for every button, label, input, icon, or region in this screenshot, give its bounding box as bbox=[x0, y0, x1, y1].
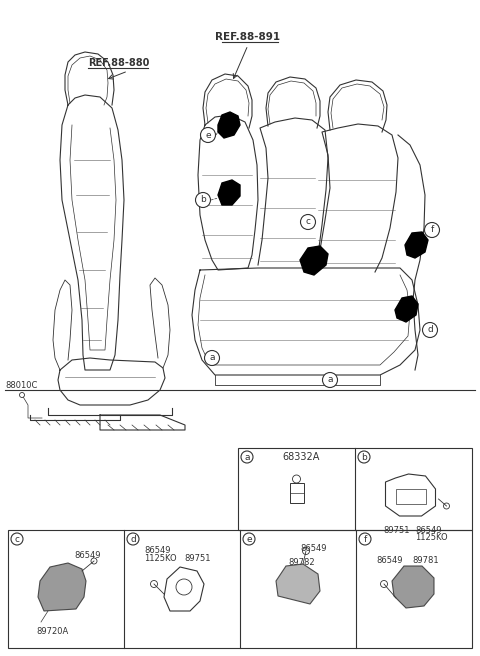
Circle shape bbox=[127, 533, 139, 545]
Circle shape bbox=[302, 548, 310, 554]
Polygon shape bbox=[218, 112, 240, 138]
Text: REF.88-880: REF.88-880 bbox=[88, 58, 149, 68]
Text: 89782: 89782 bbox=[288, 558, 314, 567]
Text: b: b bbox=[361, 453, 367, 462]
Circle shape bbox=[444, 503, 449, 509]
Circle shape bbox=[241, 451, 253, 463]
Circle shape bbox=[20, 392, 24, 398]
Text: 89751: 89751 bbox=[184, 554, 211, 563]
Text: 68332A: 68332A bbox=[283, 452, 320, 462]
Circle shape bbox=[151, 581, 157, 588]
Circle shape bbox=[204, 350, 219, 365]
Text: 86549: 86549 bbox=[300, 544, 326, 553]
Circle shape bbox=[11, 533, 23, 545]
Bar bbox=[238, 448, 472, 530]
Text: 86549: 86549 bbox=[376, 556, 403, 565]
Circle shape bbox=[381, 581, 387, 588]
Text: a: a bbox=[327, 375, 333, 384]
Polygon shape bbox=[392, 566, 434, 608]
Circle shape bbox=[201, 127, 216, 142]
Text: REF.88-891: REF.88-891 bbox=[216, 32, 281, 42]
Text: 86549: 86549 bbox=[74, 551, 100, 560]
Polygon shape bbox=[38, 563, 86, 611]
Text: e: e bbox=[205, 131, 211, 140]
Polygon shape bbox=[395, 296, 418, 322]
Polygon shape bbox=[276, 564, 320, 604]
Text: 86549: 86549 bbox=[416, 526, 442, 535]
Text: 88010C: 88010C bbox=[6, 380, 38, 390]
Bar bbox=[289, 483, 303, 503]
Circle shape bbox=[358, 451, 370, 463]
Text: 89720A: 89720A bbox=[36, 627, 68, 636]
Circle shape bbox=[424, 222, 440, 237]
Circle shape bbox=[243, 533, 255, 545]
Text: 89751: 89751 bbox=[384, 526, 410, 535]
Text: c: c bbox=[14, 535, 20, 544]
Text: e: e bbox=[246, 535, 252, 544]
Polygon shape bbox=[218, 180, 240, 205]
Circle shape bbox=[300, 215, 315, 230]
Text: f: f bbox=[363, 535, 367, 544]
Text: 89781: 89781 bbox=[412, 556, 439, 565]
Text: f: f bbox=[431, 226, 433, 234]
Circle shape bbox=[195, 192, 211, 207]
Text: a: a bbox=[244, 453, 250, 462]
Text: d: d bbox=[130, 535, 136, 544]
Polygon shape bbox=[300, 246, 328, 275]
Circle shape bbox=[323, 373, 337, 388]
Bar bbox=[8, 530, 472, 648]
Circle shape bbox=[359, 533, 371, 545]
Text: b: b bbox=[200, 195, 206, 205]
Text: d: d bbox=[427, 325, 433, 335]
Text: 1125KO: 1125KO bbox=[144, 554, 177, 563]
Text: c: c bbox=[305, 218, 311, 226]
Circle shape bbox=[422, 323, 437, 337]
Text: 86549: 86549 bbox=[144, 546, 170, 555]
Text: a: a bbox=[209, 354, 215, 363]
Circle shape bbox=[91, 558, 97, 564]
Polygon shape bbox=[405, 232, 428, 258]
Text: 1125KO: 1125KO bbox=[416, 533, 448, 542]
